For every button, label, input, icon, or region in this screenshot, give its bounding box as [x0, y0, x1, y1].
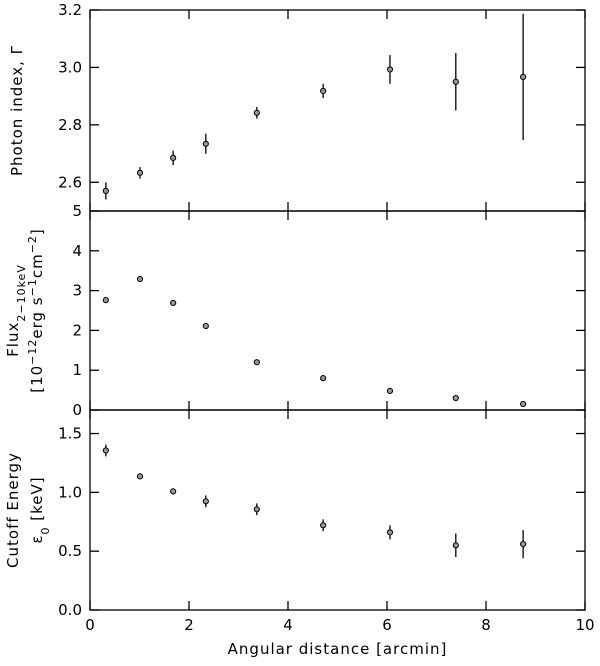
y-axis-title-part: [10 [28, 365, 46, 393]
y-axis-title-part: [keV] [28, 476, 46, 526]
y-axis-title-part: Photon index, Γ [8, 45, 26, 176]
y-tick-label: 1.0 [58, 483, 82, 501]
x-tick-label: 6 [382, 616, 392, 634]
x-axis-title: Angular distance [arcmin] [228, 640, 448, 658]
data-point [320, 522, 327, 529]
y-axis-title-part: −1 [26, 278, 39, 296]
data-point [452, 542, 459, 549]
y-axis-title-part: −12 [26, 339, 39, 365]
data-point [136, 169, 144, 176]
data-point [520, 400, 527, 408]
data-point [202, 498, 209, 505]
y-tick-label: 0.0 [58, 601, 82, 619]
x-tick-label: 10 [575, 616, 594, 634]
x-tick-label: 8 [481, 616, 491, 634]
y-axis-title-part: Cutoff Energy [4, 452, 22, 568]
data-point [253, 359, 260, 366]
y-tick-label: 2.6 [58, 173, 82, 191]
y-axis-title: Photon index, Γ [8, 45, 26, 176]
y-axis-title-part: cm [28, 253, 46, 278]
data-point [386, 529, 394, 536]
y-axis-title-part: −2 [26, 235, 39, 253]
panel-frame [89, 9, 586, 212]
data-point [170, 488, 177, 495]
panel-frame [89, 210, 586, 411]
y-axis-title-part: ε [28, 535, 46, 544]
y-axis-title: ε0 [keV] [28, 476, 52, 543]
data-point [520, 73, 527, 81]
data-point [253, 109, 260, 116]
y-tick-label: 0 [72, 401, 82, 419]
y-axis-title-part: 2−10keV [15, 264, 28, 321]
y-tick-label: 5 [72, 202, 82, 220]
data-point [253, 506, 260, 513]
data-point [320, 375, 327, 382]
x-tick-label: 2 [184, 616, 194, 634]
data-point [136, 473, 144, 480]
y-tick-label: 3.0 [58, 58, 82, 76]
x-tick-label: 4 [283, 616, 293, 634]
data-point [452, 78, 459, 85]
x-tick-label: 0 [85, 616, 95, 634]
y-axis-title: Cutoff Energy [4, 452, 22, 568]
data-point [170, 299, 177, 307]
y-tick-label: 3.2 [58, 1, 82, 19]
y-tick-label: 0.5 [58, 542, 82, 560]
y-axis-title: [10−12erg s−1cm−2] [26, 228, 47, 393]
panel-frame [89, 409, 586, 611]
y-axis-title: Flux2−10keV [4, 264, 28, 357]
y-axis-title-part: 0 [39, 527, 52, 535]
y-axis-title-part: Flux [4, 322, 22, 357]
y-tick-label: 3 [72, 282, 82, 300]
y-tick-label: 1 [72, 361, 82, 379]
data-point [320, 87, 327, 95]
y-axis-title-part: erg s [28, 296, 46, 338]
data-point [520, 541, 527, 548]
data-point [170, 154, 177, 161]
data-point [102, 297, 109, 304]
data-point [386, 66, 394, 73]
data-point [386, 387, 394, 394]
y-tick-label: 2 [72, 321, 82, 339]
data-point [136, 275, 144, 283]
y-tick-label: 1.5 [58, 425, 82, 443]
data-point [102, 187, 109, 194]
y-tick-label: 2.8 [58, 116, 82, 134]
data-point [202, 322, 209, 330]
y-axis-title-part: ] [28, 228, 46, 235]
data-point [102, 447, 109, 454]
data-point [202, 140, 209, 147]
data-point [452, 394, 459, 402]
y-tick-label: 4 [72, 242, 82, 260]
